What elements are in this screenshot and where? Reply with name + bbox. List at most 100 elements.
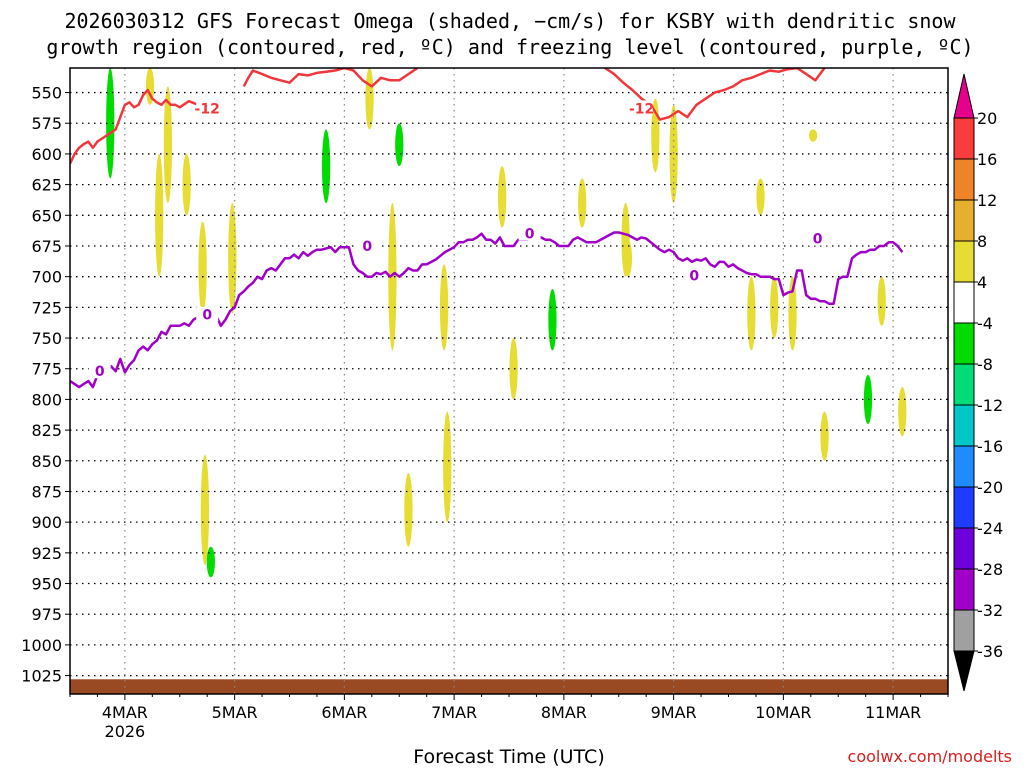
colorbar-label-5: -16 (977, 437, 1003, 456)
y-tick-label-950: 950 (31, 575, 62, 594)
y-tick-label-925: 925 (31, 544, 62, 563)
dgz-contour-label-1: -12 (629, 102, 654, 118)
freezing-level-label-3-bg (518, 225, 541, 241)
omega-cell-10 (365, 68, 374, 130)
dgz-contour-label-0-bg (196, 100, 219, 116)
y-tick-label-1000: 1000 (21, 636, 62, 655)
dgz-contour-label-0: -12 (195, 102, 220, 118)
colorbar-label-13: 20 (977, 109, 997, 128)
omega-cell-4 (182, 153, 191, 216)
colorbar-box-9 (953, 486, 975, 529)
colorbar-box-11 (953, 568, 975, 611)
x-tick-label-1: 5MAR (212, 703, 258, 722)
dgz-contour-layer: -12 -12 (70, 68, 826, 165)
freezing-level-label-0: 0 (95, 364, 105, 380)
colorbar-box-0 (953, 117, 975, 160)
colorbar-box-10 (953, 527, 975, 570)
colorbar-label-7: -8 (977, 355, 993, 374)
freezing-level-label-2: 0 (362, 239, 372, 255)
colorbar-box-12 (953, 609, 975, 652)
omega-cell-11 (388, 203, 397, 351)
omega-cell-6 (200, 454, 210, 566)
freezing-level-layer: 0 0 0 0 0 0 (70, 225, 904, 389)
dgz-contour-segment-2 (604, 68, 826, 121)
colorbar-box-4 (953, 281, 975, 324)
x-tick-label-0: 4MAR (102, 703, 148, 722)
colorbar-label-11: 12 (977, 191, 997, 210)
y-tick-label-1025: 1025 (21, 667, 62, 686)
freezing-level-label-1-bg (196, 306, 219, 322)
grid-lines (70, 68, 948, 694)
freezing-level-label-0-bg (88, 363, 111, 379)
dgz-contour-segment-0 (70, 88, 213, 165)
x-tick-sublabel-0: 2026 (105, 722, 146, 741)
omega-cell-24 (747, 276, 756, 351)
freezing-level-label-1: 0 (202, 308, 212, 324)
omega-cell-21 (623, 239, 633, 277)
colorbar-label-4: -20 (977, 478, 1003, 497)
colorbar-label-8: -4 (977, 314, 993, 333)
colorbar-box-7 (953, 404, 975, 447)
y-tick-label-750: 750 (31, 329, 62, 348)
x-tick-label-4: 8MAR (541, 703, 587, 722)
colorbar-label-10: 8 (977, 232, 987, 251)
colorbar-label-12: 16 (977, 150, 997, 169)
omega-cell-1 (145, 68, 155, 105)
colorbar-box-8 (953, 445, 975, 488)
freezing-level-label-4-bg (683, 267, 706, 283)
y-tick-label-875: 875 (31, 482, 62, 501)
y-tick-label-550: 550 (31, 84, 62, 103)
freezing-level-label-5: 0 (813, 232, 823, 248)
x-axis-label: Forecast Time (UTC) (413, 746, 604, 768)
omega-cell-31 (877, 276, 886, 326)
omega-cell-9 (321, 129, 331, 204)
omega-cell-14 (439, 264, 449, 351)
omega-cell-18 (548, 288, 557, 351)
colorbar-bottom-arrow (953, 650, 975, 692)
y-tick-label-775: 775 (31, 360, 62, 379)
omega-cell-5 (198, 221, 207, 314)
colorbar-label-3: -24 (977, 519, 1003, 538)
omega-cell-29 (820, 411, 829, 461)
colorbar: -36 -32 -28 -24 -20 -16 -12 -8 -4 4 8 12 16 20 (953, 73, 1003, 692)
x-tick-label-7: 11MAR (865, 703, 921, 722)
omega-cell-26 (770, 276, 779, 339)
colorbar-box-1 (953, 158, 975, 201)
colorbar-box-3 (953, 240, 975, 283)
omega-cell-3 (163, 86, 172, 204)
omega-cell-13 (404, 473, 413, 547)
omega-cell-30 (863, 374, 873, 424)
colorbar-label-0: -36 (977, 642, 1003, 661)
dgz-contour-segment-1 (242, 68, 419, 88)
omega-cell-2 (155, 153, 164, 277)
freezing-level-label-4: 0 (689, 268, 699, 284)
omega-cell-23 (669, 104, 678, 204)
colorbar-label-9: 4 (977, 273, 987, 292)
y-axis-ticks: 550 575 600 625 650 675 700 725 750 775 800 825 850 8… (21, 84, 70, 686)
omega-cell-7 (206, 546, 215, 578)
omega-cell-25 (756, 178, 765, 216)
omega-cell-15 (443, 411, 452, 523)
omega-cell-0 (106, 68, 115, 179)
y-tick-label-850: 850 (31, 452, 62, 471)
omega-cell-17 (509, 338, 518, 400)
x-tick-label-5: 9MAR (651, 703, 697, 722)
terrain-fill (70, 679, 948, 694)
y-tick-label-600: 600 (31, 145, 62, 164)
y-tick-label-575: 575 (31, 114, 62, 133)
freezing-level-line (70, 231, 904, 389)
freezing-level-label-2-bg (356, 237, 379, 253)
terrain-layer (70, 679, 948, 694)
y-tick-label-900: 900 (31, 513, 62, 532)
colorbar-box-2 (953, 199, 975, 242)
credit-label: coolwx.com/modelts (848, 747, 1012, 766)
chart-title-line-2: growth region (contoured, red, ºC) and f… (46, 35, 973, 59)
omega-cell-32 (898, 387, 907, 437)
omega-cell-16 (498, 166, 507, 228)
colorbar-box-6 (953, 363, 975, 406)
omega-cell-19 (578, 178, 587, 228)
colorbar-label-6: -12 (977, 396, 1003, 415)
y-tick-label-700: 700 (31, 268, 62, 287)
omega-cell-28 (808, 129, 818, 142)
